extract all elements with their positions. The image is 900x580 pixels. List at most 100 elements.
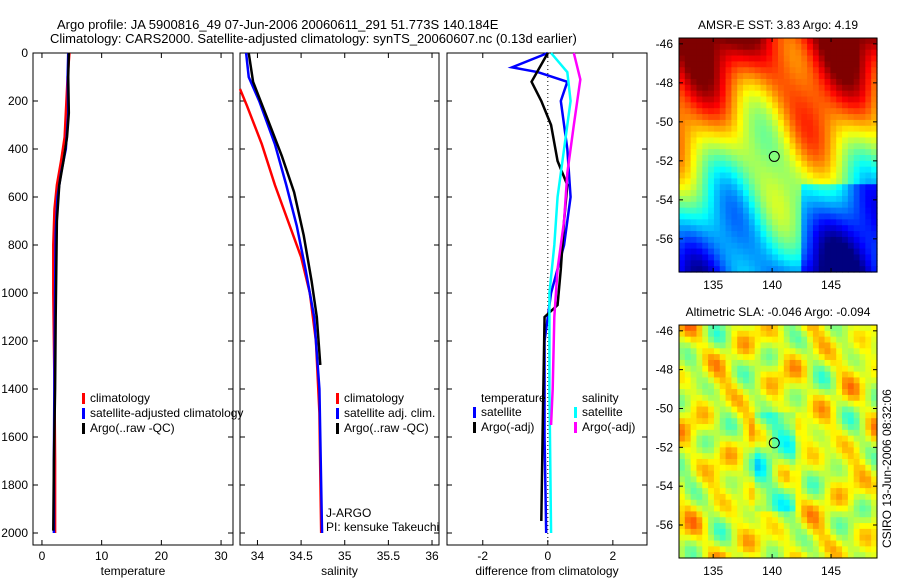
- heatmap-cell: [818, 371, 826, 379]
- heatmap-cell: [824, 336, 832, 344]
- heatmap-cell: [836, 336, 843, 344]
- heatmap-cell: [865, 225, 872, 232]
- heatmap-cell: [713, 67, 721, 74]
- heatmap-cell: [865, 43, 872, 51]
- heatmap-cell: [842, 84, 849, 92]
- heatmap-cell: [847, 190, 855, 197]
- heatmap-cell: [824, 155, 832, 162]
- heatmap-cell: [847, 155, 855, 162]
- heatmap-cell: [690, 406, 698, 413]
- y-tick-label: -56: [656, 232, 674, 246]
- heatmap-cell: [702, 155, 709, 162]
- heatmap-cell: [859, 137, 866, 144]
- heatmap-cell: [702, 49, 709, 57]
- heatmap-cell: [754, 96, 762, 103]
- heatmap-cell: [865, 149, 872, 156]
- heatmap-cell: [801, 342, 808, 349]
- heatmap-cell: [737, 137, 744, 144]
- heatmap-cell: [760, 254, 767, 261]
- heatmap-cell: [702, 119, 709, 127]
- heatmap-cell: [766, 260, 773, 267]
- heatmap-cell: [708, 365, 715, 373]
- heatmap-cell: [842, 482, 849, 489]
- heatmap-cell: [713, 207, 721, 215]
- heatmap-cell: [801, 377, 808, 384]
- heatmap-cell: [725, 195, 733, 203]
- heatmap-cell: [772, 389, 779, 396]
- heatmap-cell: [743, 476, 750, 483]
- heatmap-cell: [812, 149, 820, 156]
- heatmap-cell: [766, 143, 773, 150]
- heatmap-cell: [713, 476, 721, 483]
- heatmap-cell: [696, 207, 703, 215]
- y-tick-label: 1200: [1, 334, 28, 348]
- heatmap-cell: [812, 231, 820, 238]
- heatmap-cell: [708, 523, 715, 530]
- heatmap-cell: [865, 155, 872, 162]
- heatmap-cell: [859, 125, 866, 133]
- heatmap-cell: [754, 534, 762, 542]
- heatmap-cell: [847, 172, 855, 179]
- heatmap-cell: [766, 359, 773, 367]
- heatmap-cell: [737, 201, 744, 209]
- y-tick-label: -54: [656, 193, 674, 207]
- heatmap-cell: [778, 476, 785, 483]
- heatmap-cell: [778, 219, 785, 226]
- heatmap-cell: [853, 482, 861, 489]
- heatmap-cell: [719, 528, 727, 536]
- heatmap-cell: [789, 447, 797, 454]
- heatmap-cell: [836, 149, 843, 156]
- heatmap-cell: [679, 143, 686, 150]
- heatmap-cell: [853, 55, 861, 62]
- heatmap-cell: [853, 131, 861, 139]
- heatmap-cell: [853, 242, 861, 250]
- heatmap-cell: [818, 254, 826, 261]
- heatmap-cell: [684, 242, 692, 250]
- heatmap-cell: [842, 108, 849, 115]
- heatmap-cell: [795, 517, 802, 524]
- heatmap-cell: [801, 394, 808, 402]
- heatmap-cell: [871, 517, 878, 524]
- heatmap-cell: [795, 482, 802, 489]
- y-tick-label: -54: [656, 479, 674, 493]
- heatmap-cell: [871, 546, 878, 553]
- heatmap-cell: [830, 441, 837, 448]
- heatmap-cell: [713, 55, 721, 62]
- heatmap-cell: [778, 108, 785, 115]
- heatmap-cell: [754, 119, 762, 127]
- heatmap-cell: [865, 119, 872, 127]
- heatmap-cell: [754, 435, 762, 443]
- heatmap-cell: [865, 540, 872, 547]
- heatmap-cell: [702, 90, 709, 98]
- heatmap-cell: [719, 254, 727, 261]
- heatmap-cell: [830, 458, 837, 466]
- heatmap-cell: [783, 383, 791, 390]
- heatmap-cell: [743, 429, 750, 437]
- heatmap-cell: [713, 336, 721, 344]
- heatmap-cell: [737, 125, 744, 133]
- heatmap-cell: [783, 190, 791, 197]
- heatmap-cell: [725, 207, 733, 215]
- heatmap-cell: [789, 377, 797, 384]
- heatmap-cell: [731, 424, 738, 431]
- heatmap-cell: [801, 453, 808, 460]
- heatmap-cell: [684, 254, 692, 261]
- heatmap-cell: [690, 84, 698, 92]
- heatmap-cell: [801, 137, 808, 144]
- heatmap-cell: [725, 412, 733, 419]
- heatmap-cell: [824, 67, 832, 74]
- heatmap-cell: [836, 517, 843, 524]
- heatmap-cell: [772, 552, 779, 559]
- heatmap-cell: [708, 125, 715, 133]
- heatmap-cell: [830, 325, 837, 332]
- heatmap-cell: [818, 38, 826, 45]
- heatmap-cell: [847, 236, 855, 244]
- heatmap-cell: [812, 441, 820, 448]
- heatmap-cell: [830, 43, 837, 51]
- heatmap-cell: [719, 546, 727, 553]
- heatmap-cell: [713, 464, 721, 472]
- heatmap-cell: [871, 493, 878, 501]
- heatmap-cell: [871, 137, 878, 144]
- heatmap-cell: [824, 394, 832, 402]
- heatmap-cell: [679, 458, 686, 466]
